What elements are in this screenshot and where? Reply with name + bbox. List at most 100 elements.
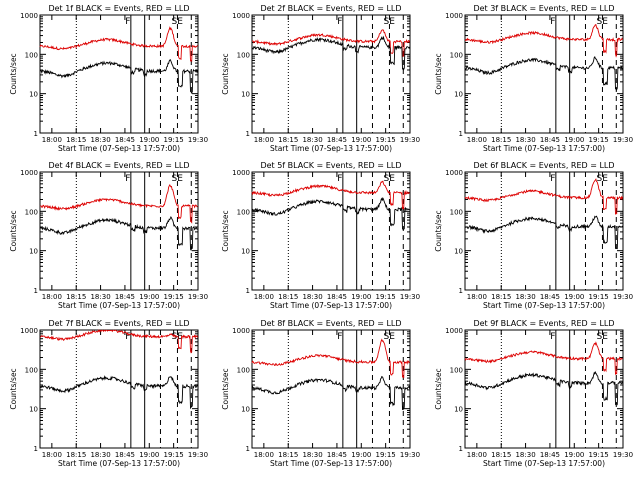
x-axis-label: Start Time (07-Sep-13 17:57:00)	[270, 301, 392, 310]
events-series-line	[464, 215, 623, 250]
x-tick-label: 18:30	[90, 136, 110, 144]
panel-4: Det 4f BLACK = Events, RED = LLD 1 10 100 10…	[9, 161, 208, 310]
lld-series-line	[464, 24, 624, 58]
x-tick-label: 19:00	[351, 451, 371, 459]
y-tick-label: 10	[29, 91, 38, 99]
x-tick-label: 19:00	[139, 451, 159, 459]
y-tick-label: 1000	[445, 327, 463, 335]
y-tick-label: 1	[459, 130, 463, 138]
x-tick-label: 18:30	[90, 293, 110, 301]
x-tick-label: 18:15	[491, 136, 511, 144]
events-series-line	[39, 374, 199, 410]
y-tick-label: 100	[25, 208, 38, 216]
y-axis-label: Counts/sec	[9, 210, 18, 251]
x-axis-label: Start Time (07-Sep-13 17:57:00)	[483, 301, 605, 310]
panel-8: Det 8f BLACK = Events, RED = LLD 1 10 100 10…	[221, 319, 420, 468]
lld-series-line	[39, 26, 198, 62]
x-tick-label: 18:30	[515, 136, 535, 144]
event-marker-label: F	[337, 174, 342, 184]
x-tick-label: 18:15	[491, 451, 511, 459]
events-series-line	[251, 35, 411, 71]
x-tick-label: 18:45	[540, 451, 560, 459]
panel-title: Det 6f BLACK = Events, RED = LLD	[473, 161, 614, 170]
x-tick-label: 19:30	[613, 136, 633, 144]
x-tick-label: 18:30	[515, 293, 535, 301]
y-tick-label: 100	[237, 51, 250, 59]
lld-series-line	[251, 338, 410, 379]
event-marker-label: F	[125, 332, 130, 342]
lld-series-line	[251, 180, 410, 211]
y-tick-label: 10	[241, 406, 250, 414]
panel-title: Det 8f BLACK = Events, RED = LLD	[260, 319, 401, 328]
y-tick-label: 1000	[20, 327, 38, 335]
lld-series-line	[464, 178, 624, 215]
x-tick-label: 18:15	[66, 136, 86, 144]
lld-series-line	[39, 183, 198, 224]
x-tick-label: 18:00	[254, 136, 274, 144]
y-axis-label: Counts/sec	[221, 368, 230, 409]
x-tick-label: 19:15	[376, 451, 396, 459]
x-tick-label: 19:15	[164, 136, 184, 144]
x-tick-label: 19:00	[139, 136, 159, 144]
y-tick-label: 100	[450, 208, 463, 216]
x-tick-label: 19:15	[589, 451, 609, 459]
y-tick-label: 1000	[445, 12, 463, 20]
y-axis-label: Counts/sec	[221, 53, 230, 94]
x-tick-label: 18:45	[327, 136, 347, 144]
panel-title: Det 3f BLACK = Events, RED = LLD	[473, 4, 614, 13]
y-tick-label: 1	[459, 287, 463, 295]
y-tick-label: 100	[25, 366, 38, 374]
x-tick-label: 18:15	[66, 293, 86, 301]
y-tick-label: 10	[29, 248, 38, 256]
y-tick-label: 1000	[445, 169, 463, 177]
x-tick-label: 19:00	[564, 136, 584, 144]
plot-frame	[39, 171, 199, 291]
x-tick-label: 18:45	[327, 451, 347, 459]
event-marker-label: SE	[384, 332, 396, 342]
x-tick-label: 19:15	[589, 136, 609, 144]
event-marker-label: F	[125, 17, 130, 27]
events-series-line	[39, 58, 199, 94]
plot-frame	[251, 329, 411, 449]
x-axis-label: Start Time (07-Sep-13 17:57:00)	[58, 459, 180, 468]
lld-series-line	[464, 341, 623, 375]
panel-title: Det 1f BLACK = Events, RED = LLD	[48, 4, 189, 13]
plot-frame	[464, 171, 624, 291]
event-marker-label: F	[550, 174, 555, 184]
y-tick-label: 10	[454, 91, 463, 99]
x-axis-label: Start Time (07-Sep-13 17:57:00)	[483, 144, 605, 153]
x-axis-label: Start Time (07-Sep-13 17:57:00)	[58, 144, 180, 153]
x-tick-label: 19:30	[400, 293, 420, 301]
event-marker-label: SE	[597, 17, 609, 27]
x-axis-label: Start Time (07-Sep-13 17:57:00)	[483, 459, 605, 468]
y-tick-label: 1000	[20, 12, 38, 20]
x-tick-label: 19:00	[564, 451, 584, 459]
x-tick-label: 18:15	[66, 451, 86, 459]
x-tick-label: 18:45	[327, 293, 347, 301]
x-tick-label: 19:30	[400, 136, 420, 144]
x-tick-label: 19:00	[351, 136, 371, 144]
events-series-line	[464, 370, 624, 406]
events-series-line	[251, 375, 411, 411]
x-tick-label: 18:30	[302, 293, 322, 301]
panel-title: Det 5f BLACK = Events, RED = LLD	[260, 161, 401, 170]
events-series-line	[251, 197, 410, 230]
y-tick-label: 1	[34, 130, 38, 138]
panel-title: Det 9f BLACK = Events, RED = LLD	[473, 319, 614, 328]
event-marker-label: F	[125, 174, 130, 184]
x-tick-label: 18:45	[540, 293, 560, 301]
x-tick-label: 19:15	[589, 293, 609, 301]
event-marker-label: F	[550, 332, 555, 342]
plot-frame	[39, 329, 199, 449]
y-axis-label: Counts/sec	[434, 53, 443, 94]
panel-6: Det 6f BLACK = Events, RED = LLD 1 10 100 10…	[434, 161, 633, 310]
y-axis-label: Counts/sec	[221, 210, 230, 251]
panel-title: Det 7f BLACK = Events, RED = LLD	[48, 319, 189, 328]
x-tick-label: 18:00	[254, 451, 274, 459]
x-tick-label: 19:30	[188, 136, 208, 144]
y-tick-label: 10	[454, 406, 463, 414]
x-tick-label: 19:30	[613, 451, 633, 459]
y-axis-label: Counts/sec	[9, 368, 18, 409]
x-tick-label: 18:15	[278, 136, 298, 144]
